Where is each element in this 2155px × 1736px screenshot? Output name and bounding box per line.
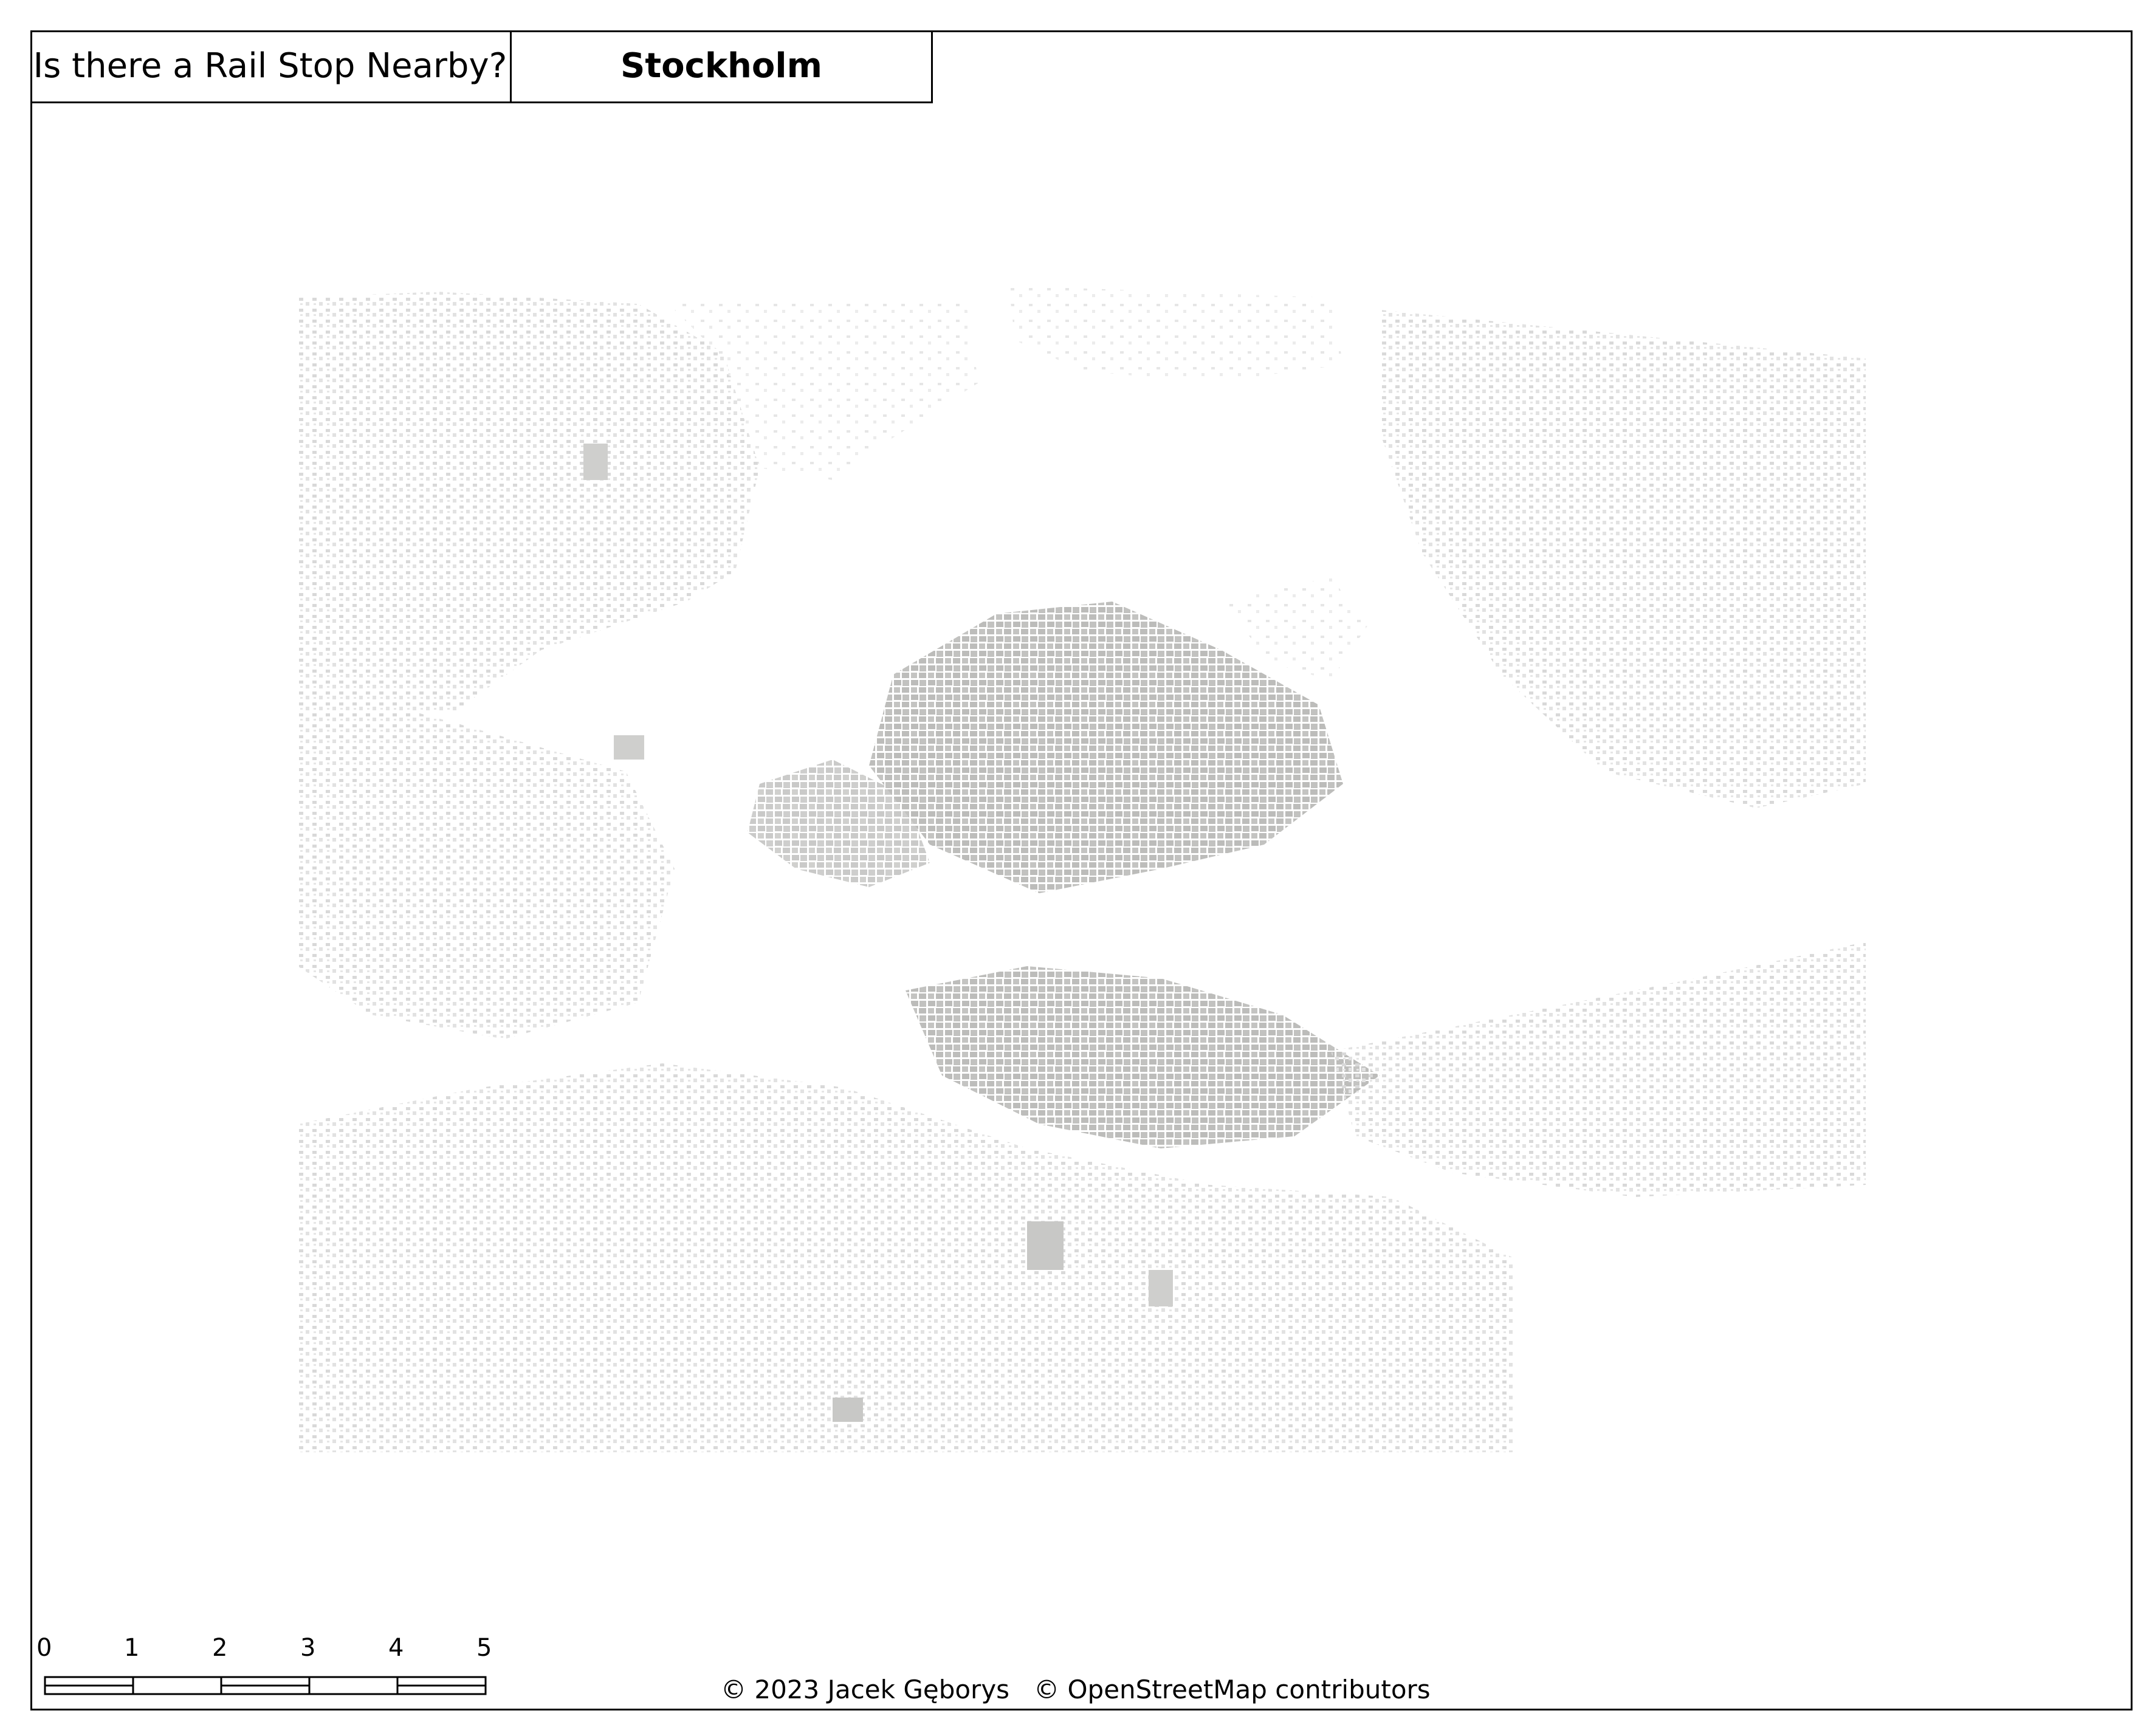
building-block (583, 444, 608, 480)
scale-segment (132, 1676, 222, 1695)
building-footprint-map (298, 286, 1866, 1452)
scale-tick-label: 2 (212, 1634, 227, 1662)
map-frame (30, 30, 2133, 1710)
building-block (614, 735, 644, 760)
building-block (1027, 1221, 1064, 1270)
building-block (1149, 1270, 1173, 1306)
district-west (298, 681, 675, 1039)
district-south (298, 1063, 1513, 1452)
district-northwest (298, 292, 760, 711)
district-north (662, 298, 978, 480)
title-box: Is there a Rail Stop Nearby? Stockholm (30, 30, 933, 103)
scale-bar: 0 1 2 3 4 5 km (36, 1634, 498, 1695)
district-kungsholmen (748, 760, 930, 887)
attribution: © 2023 Jacek Gęborys © OpenStreetMap con… (721, 1675, 1431, 1704)
scale-tick-label: 5 km (476, 1634, 498, 1662)
attribution-osm: © OpenStreetMap contributors (1034, 1675, 1431, 1704)
district-southeast (1331, 942, 1866, 1197)
scale-segment (308, 1676, 399, 1695)
scale-tick-label: 1 (124, 1634, 139, 1662)
building-block (833, 1398, 863, 1422)
district-sodermalm (906, 966, 1380, 1148)
attribution-author: © 2023 Jacek Gęborys (721, 1675, 1010, 1704)
scale-tick-label: 4 (388, 1634, 404, 1662)
district-djurgarden (1222, 577, 1367, 681)
city-name: Stockholm (512, 30, 933, 103)
scale-tick-label: 0 (36, 1634, 52, 1662)
map-title: Is there a Rail Stop Nearby? (30, 30, 512, 103)
scale-tick-label: 3 (300, 1634, 315, 1662)
district-east (1380, 310, 1866, 808)
district-northeast (1009, 286, 1343, 383)
district-norrmalm (869, 602, 1343, 893)
